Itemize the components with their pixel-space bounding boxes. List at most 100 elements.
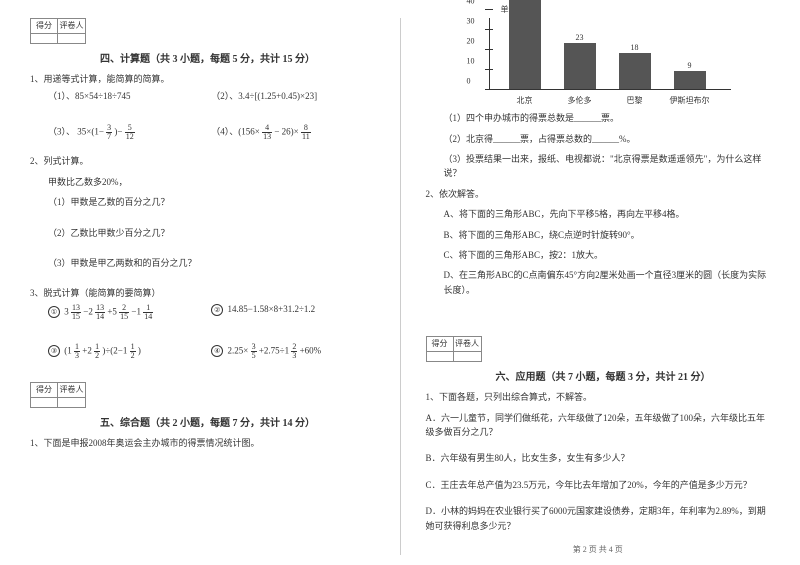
d: 14 <box>95 313 105 321</box>
score-blank[interactable] <box>426 351 454 361</box>
section5-title: 五、综合题（共 2 小题，每题 7 分，共计 14 分） <box>100 414 375 429</box>
bar-2 <box>619 53 651 89</box>
d: 3 <box>291 352 297 360</box>
bar-1 <box>564 43 596 89</box>
q4-3b: ② 14.85−1.58×8+31.2÷1.2 <box>211 304 374 321</box>
x-label-0: 北京 <box>500 95 550 106</box>
rq3: （3）投票结果一出来，报纸、电视都说："北京得票是数遥遥领先"，为什么这样说？ <box>444 152 771 181</box>
score-blank[interactable] <box>30 33 58 43</box>
section6-title: 六、应用题（共 7 小题，每题 3 分，共计 21 分） <box>496 368 771 383</box>
t: +2 <box>82 345 92 355</box>
q4-1a: （1）、85×54÷18÷745 <box>48 89 211 102</box>
q4-1d: （4）、(156× 413 − 26)× 811 <box>211 124 374 141</box>
bar-3 <box>674 71 706 89</box>
q4-3c: ③ (1 13 +2 12 )÷(2−1 12 ) <box>48 343 211 360</box>
q6-1: 1、下面各题，只列出综合算式，不解答。 <box>426 390 771 404</box>
c: ② <box>211 304 223 316</box>
d: 15 <box>119 313 129 321</box>
page-container: 得分 评卷人 四、计算题（共 3 小题，每题 5 分，共计 15 分） 1、用递… <box>0 0 800 565</box>
bar-0 <box>509 0 541 89</box>
q4-2a: 甲数比乙数多20%， <box>48 175 375 189</box>
t: （3）、 35×(1− <box>48 127 104 137</box>
q4-1c: （3）、 35×(1− 37 )− 512 <box>48 124 211 141</box>
t: − 26)× <box>274 127 298 137</box>
q2c: C、将下面的三角形ABC，按2：1放大。 <box>444 248 771 262</box>
t: +60% <box>300 345 322 355</box>
d: 7 <box>106 133 112 141</box>
score-label: 得分 <box>426 337 454 351</box>
d: 13 <box>262 133 272 141</box>
t: +5 <box>107 306 117 316</box>
d: 3 <box>74 352 80 360</box>
d: 11 <box>301 133 311 141</box>
x-label-2: 巴黎 <box>610 95 660 106</box>
q4-3a: ① 3 1315 −2 1314 +5 215 −1 114 <box>48 304 211 321</box>
q4-3: 3、脱式计算（能简算的要简算） <box>30 286 375 300</box>
q5-1: 1、下面是申报2008年奥运会主办城市的得票情况统计图。 <box>30 436 375 450</box>
bar-chart: 单位:票 010203040506056北京23多伦多18巴黎9伊斯坦布尔 <box>471 18 731 108</box>
grader-blank[interactable] <box>58 397 86 407</box>
c: ④ <box>211 345 223 357</box>
page-footer: 第 2 页 共 4 页 <box>426 536 771 555</box>
x-label-3: 伊斯坦布尔 <box>665 95 715 106</box>
t: −1 <box>131 306 141 316</box>
q4-2: 2、列式计算。 <box>30 154 375 168</box>
q4-1b: （2）、3.4÷[(1.25+0.45)×23] <box>211 89 374 102</box>
grader-blank[interactable] <box>454 351 482 361</box>
t: (1 <box>64 345 72 355</box>
d: 15 <box>71 313 81 321</box>
bar-value-3: 9 <box>674 61 706 70</box>
right-column: 单位:票 010203040506056北京23多伦多18巴黎9伊斯坦布尔 （1… <box>426 18 771 555</box>
x-label-1: 多伦多 <box>555 95 605 106</box>
q4-2d: （3）甲数是甲乙两数和的百分之几？ <box>48 256 375 270</box>
t: )÷(2−1 <box>102 345 127 355</box>
rq1: （1）四个申办城市的得票总数是______票。 <box>444 111 771 125</box>
t: （4）、(156× <box>211 127 260 137</box>
q2b: B、将下面的三角形ABC，绕C点逆时针旋转90°。 <box>444 228 771 242</box>
q4-1-row1: （1）、85×54÷18÷745 （2）、3.4÷[(1.25+0.45)×23… <box>48 89 375 102</box>
q4-3-row2: ③ (1 13 +2 12 )÷(2−1 12 ) ④ 2.25× 3 5 +2.… <box>48 343 375 360</box>
grader-label: 评卷人 <box>454 337 482 351</box>
t: ) <box>138 345 141 355</box>
d: 12 <box>125 133 135 141</box>
score-box: 得分 评卷人 <box>426 336 482 362</box>
grader-blank[interactable] <box>58 33 86 43</box>
q2: 2、依次解答。 <box>426 187 771 201</box>
q4-2b: （1）甲数是乙数的百分之几？ <box>48 195 375 209</box>
t: )− <box>114 127 122 137</box>
q6-1a: A．六一儿童节，同学们做纸花，六年级做了120朵，五年级做了100朵，六年级比五… <box>426 411 771 440</box>
left-column: 得分 评卷人 四、计算题（共 3 小题，每题 5 分，共计 15 分） 1、用递… <box>30 18 375 555</box>
column-divider <box>400 18 401 555</box>
score-label: 得分 <box>30 19 58 33</box>
d: 14 <box>143 313 153 321</box>
d: 2 <box>94 352 100 360</box>
d: 5 <box>251 352 257 360</box>
q6-1d: D．小林的妈妈在农业银行买了6000元国家建设债券，定期3年，年利率为2.89%… <box>426 504 771 533</box>
section4-header: 得分 评卷人 <box>30 18 375 44</box>
score-label: 得分 <box>30 383 58 397</box>
score-box: 得分 评卷人 <box>30 382 86 408</box>
section5-header: 得分 评卷人 <box>30 382 375 408</box>
q2d: D、在三角形ABC的C点南偏东45°方向2厘米处画一个直径3厘米的圆（长度为实际… <box>444 268 771 297</box>
grader-label: 评卷人 <box>58 19 86 33</box>
score-box: 得分 评卷人 <box>30 18 86 44</box>
grader-label: 评卷人 <box>58 383 86 397</box>
q4-3-row1: ① 3 1315 −2 1314 +5 215 −1 114 ② 14.85−1… <box>48 304 375 321</box>
t: 3 <box>64 306 69 316</box>
q4-2c: （2）乙数比甲数少百分之几？ <box>48 226 375 240</box>
q4-3d: ④ 2.25× 35 +2.75÷1 23 +60% <box>211 343 374 360</box>
d: 2 <box>130 352 136 360</box>
bar-value-2: 18 <box>619 43 651 52</box>
q4-1: 1、用递等式计算，能简算的简算。 <box>30 72 375 86</box>
q6-1c: C．王庄去年总产值为23.5万元，今年比去年增加了20%，今年的产值是多少万元？ <box>426 478 771 492</box>
section4-title: 四、计算题（共 3 小题，每题 5 分，共计 15 分） <box>100 50 375 65</box>
bar-value-1: 23 <box>564 33 596 42</box>
section6-header: 得分 评卷人 <box>426 336 771 362</box>
t: +2.75÷1 <box>259 345 289 355</box>
q6-1b: B．六年级有男生80人，比女生多，女生有多少人？ <box>426 451 771 465</box>
c: ③ <box>48 345 60 357</box>
q2a: A、将下面的三角形ABC，先向下平移5格，再向左平移4格。 <box>444 207 771 221</box>
t: 2.25× <box>228 345 249 355</box>
t: 14.85−1.58×8+31.2÷1.2 <box>228 304 316 314</box>
score-blank[interactable] <box>30 397 58 407</box>
